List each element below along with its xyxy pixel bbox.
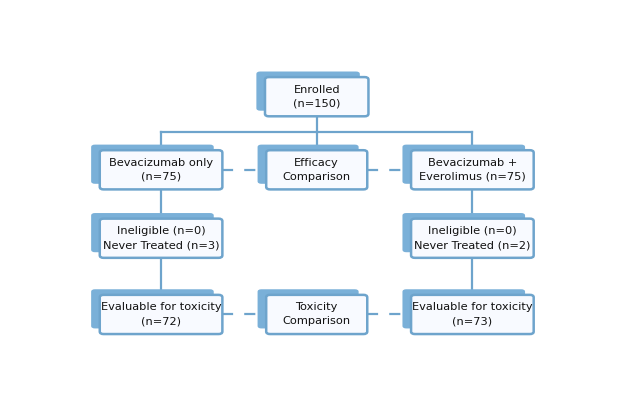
- Text: Evaluable for toxicity
(n=72): Evaluable for toxicity (n=72): [101, 303, 221, 326]
- FancyBboxPatch shape: [266, 295, 367, 334]
- FancyBboxPatch shape: [411, 219, 534, 258]
- FancyBboxPatch shape: [258, 289, 358, 328]
- FancyBboxPatch shape: [256, 72, 360, 111]
- FancyBboxPatch shape: [266, 150, 367, 189]
- FancyBboxPatch shape: [99, 295, 222, 334]
- FancyBboxPatch shape: [402, 213, 525, 252]
- Text: Ineligible (n=0)
Never Treated (n=3): Ineligible (n=0) Never Treated (n=3): [103, 226, 219, 250]
- FancyBboxPatch shape: [91, 145, 214, 184]
- Text: Bevacizumab +
Everolimus (n=75): Bevacizumab + Everolimus (n=75): [419, 158, 526, 182]
- Text: Enrolled
(n=150): Enrolled (n=150): [293, 85, 341, 109]
- FancyBboxPatch shape: [402, 289, 525, 328]
- FancyBboxPatch shape: [402, 145, 525, 184]
- FancyBboxPatch shape: [91, 213, 214, 252]
- FancyBboxPatch shape: [265, 77, 368, 116]
- Text: Evaluable for toxicity
(n=73): Evaluable for toxicity (n=73): [412, 303, 533, 326]
- FancyBboxPatch shape: [99, 219, 222, 258]
- FancyBboxPatch shape: [99, 150, 222, 189]
- Text: Bevacizumab only
(n=75): Bevacizumab only (n=75): [109, 158, 213, 182]
- FancyBboxPatch shape: [91, 289, 214, 328]
- FancyBboxPatch shape: [258, 145, 358, 184]
- FancyBboxPatch shape: [411, 295, 534, 334]
- FancyBboxPatch shape: [411, 150, 534, 189]
- Text: Toxicity
Comparison: Toxicity Comparison: [282, 303, 351, 326]
- Text: Ineligible (n=0)
Never Treated (n=2): Ineligible (n=0) Never Treated (n=2): [414, 226, 531, 250]
- Text: Efficacy
Comparison: Efficacy Comparison: [282, 158, 351, 182]
